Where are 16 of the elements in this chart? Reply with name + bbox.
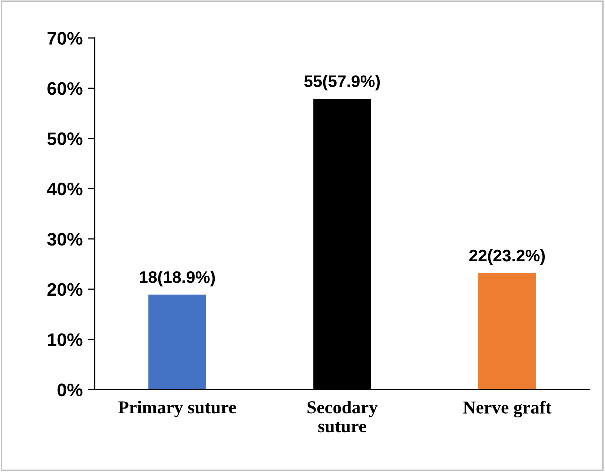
x-tick-label: Secodary suture (308, 400, 378, 433)
data-label: 22(23.2%) (470, 249, 546, 265)
data-label: 55(57.9%) (304, 75, 380, 91)
bar (478, 273, 536, 390)
y-tick-label: 70% (48, 32, 83, 45)
y-tick-label: 10% (48, 334, 83, 346)
x-tick-label: Nerve graft (463, 400, 552, 418)
data-label: 18(18.9%) (140, 271, 216, 287)
y-tick-label: 30% (47, 233, 83, 246)
y-tick-label: 40% (47, 182, 83, 196)
y-tick-label: 0% (58, 384, 83, 397)
y-tick-label: 60% (48, 82, 83, 96)
y-tick-label: 50% (48, 132, 83, 146)
x-tick-label: Primary suture (118, 400, 236, 418)
y-tick-label: 20% (48, 283, 83, 296)
bar (148, 294, 206, 390)
